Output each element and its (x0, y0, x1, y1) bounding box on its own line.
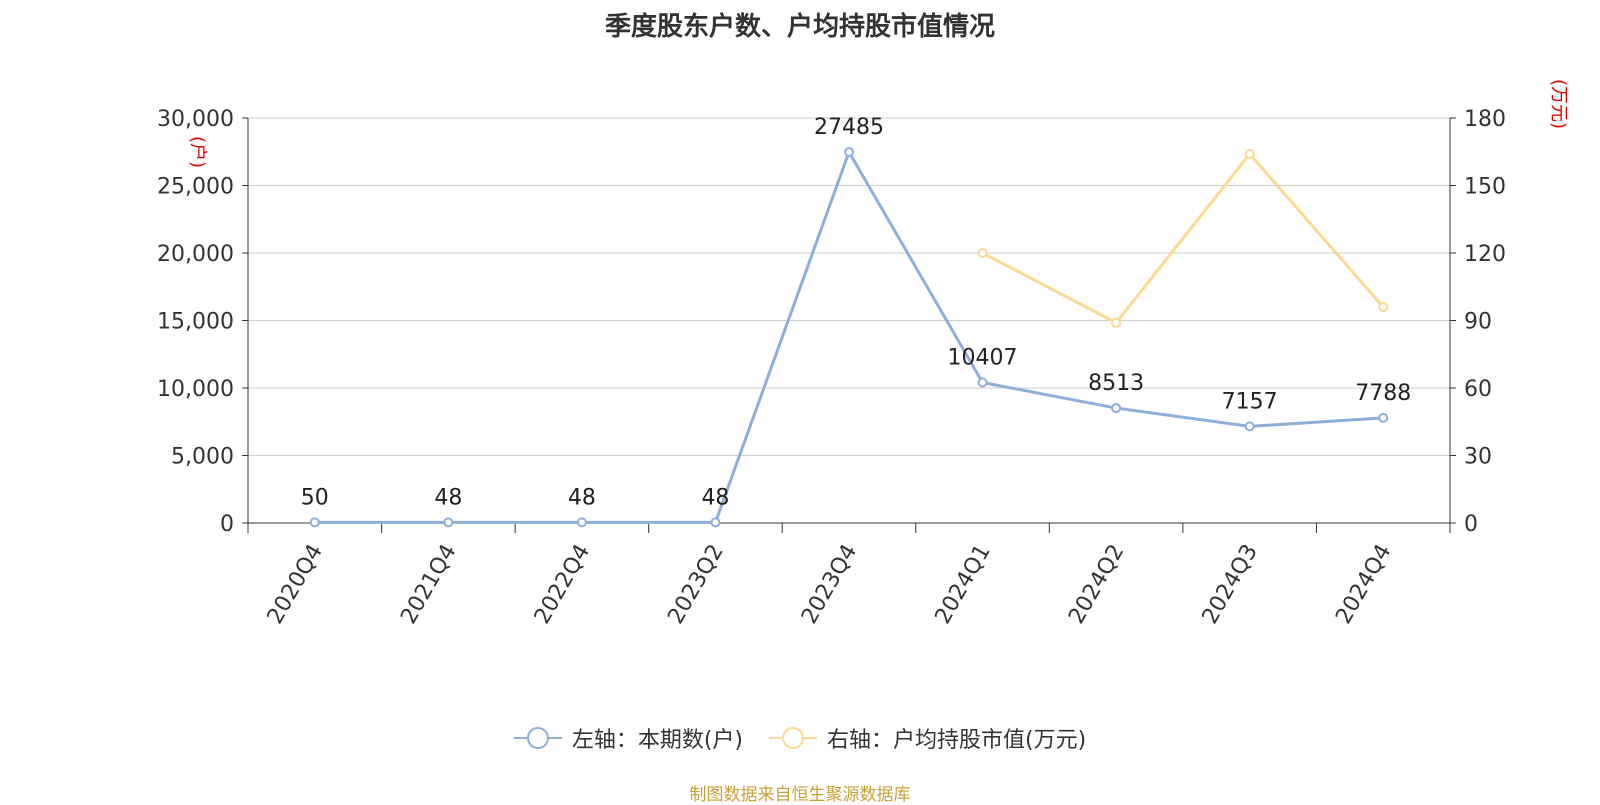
data-label: 8513 (1088, 371, 1144, 396)
x-tick-label: 2023Q4 (797, 540, 862, 628)
right-tick-label: 30 (1464, 445, 1492, 470)
data-label: 48 (434, 485, 462, 510)
data-point (710, 517, 721, 528)
x-tick-label: 2022Q4 (530, 540, 595, 628)
data-point (1111, 317, 1122, 328)
right-axis-ticks: 0 30 60 90 120 150 180 (1464, 107, 1506, 537)
right-tick-label: 90 (1464, 310, 1492, 335)
data-labels: 50 48 48 48 27485 10407 8513 7157 7788 (301, 115, 1411, 510)
left-tick-label: 20,000 (157, 242, 234, 267)
legend-item-right[interactable]: 右轴：户均持股市值(万元) (769, 722, 1086, 754)
grid-lines (248, 117, 1450, 456)
x-tick-label: 2024Q4 (1331, 540, 1396, 628)
left-tick-label: 30,000 (157, 107, 234, 132)
data-label: 48 (701, 485, 729, 510)
data-label: 10407 (948, 346, 1018, 371)
right-tick-label: 120 (1464, 242, 1506, 267)
data-point (1378, 412, 1389, 423)
legend-label-right: 右轴：户均持股市值(万元) (827, 728, 1087, 753)
data-label: 27485 (814, 115, 884, 140)
right-axis-unit: (万元) (1548, 79, 1569, 129)
legend-marker-right-icon (769, 727, 817, 749)
chart-title: 季度股东户数、户均持股市值情况 (604, 12, 995, 42)
data-point (977, 248, 988, 258)
left-tick-label: 25,000 (157, 175, 234, 200)
right-tick-label: 180 (1464, 107, 1506, 132)
x-tick-label: 2024Q3 (1198, 540, 1263, 628)
left-tick-label: 0 (220, 512, 234, 537)
data-label: 50 (301, 485, 329, 510)
x-tick-label: 2021Q4 (396, 540, 461, 628)
data-point (576, 517, 587, 528)
legend-item-left[interactable]: 左轴：本期数(户) (513, 722, 743, 754)
data-point (1378, 302, 1389, 312)
x-tick-label: 2024Q2 (1064, 540, 1129, 628)
data-label: 7157 (1222, 389, 1278, 414)
data-point (844, 146, 854, 157)
right-tick-label: 60 (1464, 377, 1492, 402)
legend-label-left: 左轴：本期数(户) (571, 728, 743, 753)
left-tick-label: 10,000 (157, 377, 234, 402)
series-line-1 (314, 150, 1384, 524)
x-tick-label: 2023Q2 (663, 540, 728, 628)
series-lines (309, 146, 1389, 528)
x-axis-ticks: 2020Q4 2021Q4 2022Q4 2023Q2 2023Q4 2024Q1 2024… (263, 540, 1397, 628)
data-point (977, 377, 988, 388)
data-point (443, 517, 454, 528)
data-point (1244, 421, 1255, 432)
x-tick-label: 2024Q1 (931, 540, 996, 628)
left-tick-label: 15,000 (157, 310, 234, 335)
left-axis-ticks: 0 5,000 10,000 15,000 20,000 25,000 30,000 (157, 107, 234, 537)
data-label: 48 (568, 485, 596, 510)
data-point (1111, 403, 1122, 414)
left-axis-unit: (户) (187, 136, 208, 168)
legend-marker-left-icon (513, 727, 562, 749)
legend: 左轴：本期数(户) 右轴：户均持股市值(万元) (0, 722, 1600, 754)
right-tick-label: 0 (1464, 512, 1478, 537)
data-point (309, 517, 320, 528)
source-note: 制图数据来自恒生聚源数据库 (689, 785, 911, 805)
left-tick-label: 5,000 (171, 445, 234, 470)
right-tick-label: 150 (1464, 175, 1506, 200)
data-point (1244, 149, 1255, 159)
x-tick-label: 2020Q4 (263, 540, 328, 628)
data-label: 7788 (1355, 381, 1411, 406)
series-line-2 (981, 152, 1385, 325)
